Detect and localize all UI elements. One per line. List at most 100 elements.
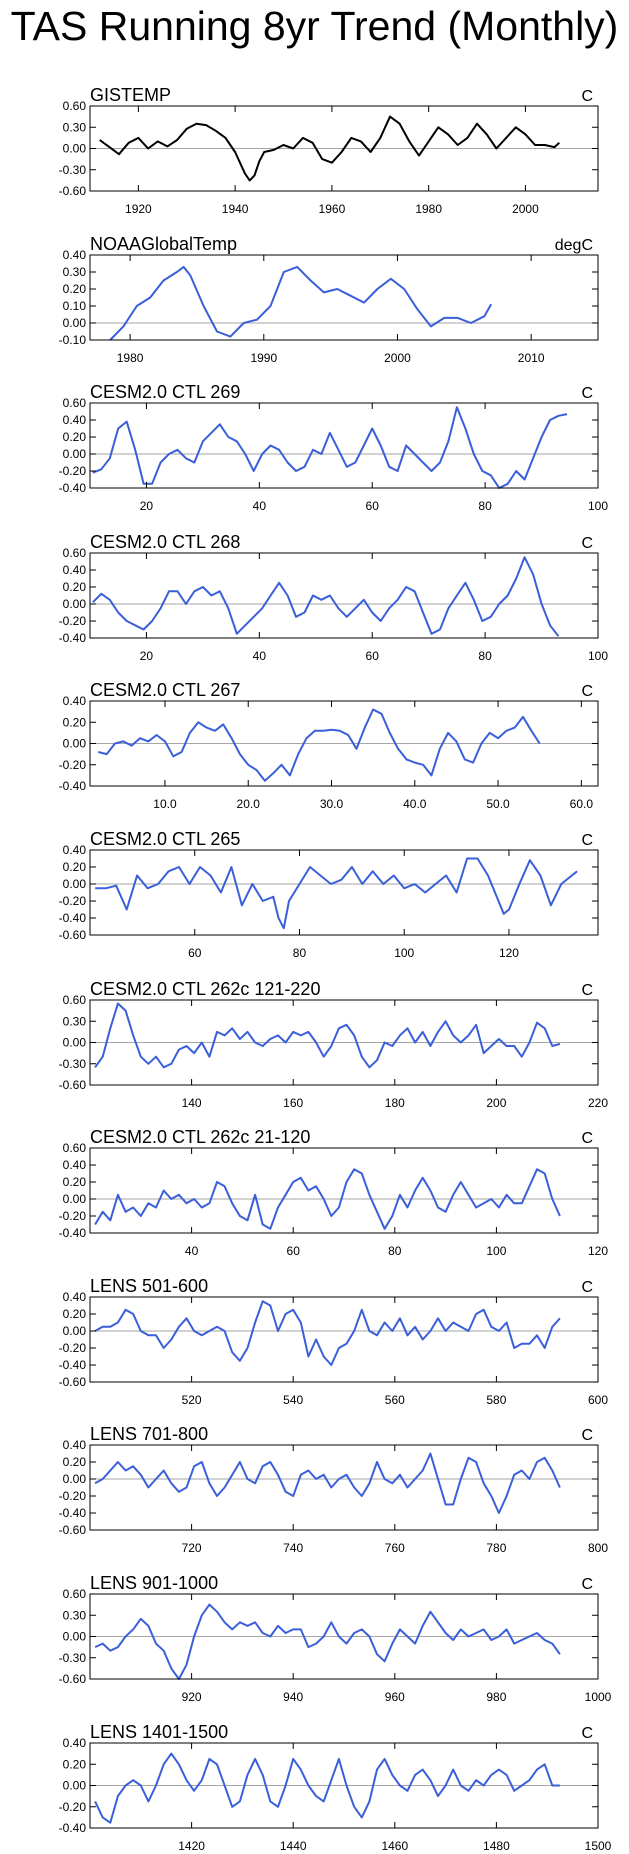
plot-frame [89, 849, 599, 936]
y-tick-label: 0.00 [63, 1472, 87, 1486]
y-tick-label: 0.20 [63, 1175, 87, 1189]
units-label: C [581, 1427, 593, 1444]
x-tick-label: 10.0 [153, 797, 177, 811]
x-tick-label: 60 [366, 499, 380, 513]
y-tick-label: 0.00 [63, 1630, 87, 1644]
y-tick-label: -0.60 [59, 1672, 87, 1686]
chart-panel: NOAAGlobalTemp degC -0.10 0.00 0.10 0.20 0.30 0… [59, 234, 599, 365]
y-tick-label: 0.40 [63, 563, 87, 577]
x-tick-label: 2000 [384, 351, 411, 365]
y-tick-label: -0.20 [59, 1341, 87, 1355]
x-tick-label: 1000 [585, 1690, 612, 1704]
y-tick-label: 0.30 [63, 1014, 87, 1028]
chart-panel: LENS 1401-1500 C -0.40 -0.20 0.00 0.20 0.40 142… [59, 1722, 612, 1853]
x-tick-label: 60 [366, 649, 380, 663]
chart-title: CESM2.0 CTL 265 [90, 829, 240, 849]
y-tick-label: 0.20 [63, 715, 87, 729]
chart-panel: LENS 701-800 C -0.60 -0.40 -0.20 0.00 0.20 0.40… [59, 1424, 609, 1555]
y-tick-label: -0.60 [59, 184, 87, 198]
y-tick-label: -0.40 [59, 1358, 87, 1372]
y-tick-label: -0.60 [59, 1523, 87, 1537]
y-tick-label: 0.30 [63, 120, 87, 134]
chart-panel: CESM2.0 CTL 268 C -0.40 -0.20 0.00 0.20 0.40 0.… [59, 532, 609, 663]
y-tick-label: 0.20 [63, 1455, 87, 1469]
series-line [98, 708, 541, 782]
x-tick-label: 940 [283, 1690, 303, 1704]
x-tick-label: 980 [486, 1690, 506, 1704]
x-tick-label: 80 [293, 946, 307, 960]
x-tick-label: 1460 [381, 1839, 408, 1853]
y-tick-label: 0.20 [63, 580, 87, 594]
y-tick-label: 0.00 [63, 142, 87, 156]
y-tick-label: 0.20 [63, 1757, 87, 1771]
chart-title: LENS 1401-1500 [90, 1722, 228, 1742]
x-tick-label: 1440 [280, 1839, 307, 1853]
x-tick-label: 60 [287, 1244, 301, 1258]
y-tick-label: -0.20 [59, 614, 87, 628]
units-label: C [581, 88, 593, 105]
x-tick-label: 1500 [585, 1839, 612, 1853]
y-tick-label: -0.40 [59, 1506, 87, 1520]
y-tick-label: 0.00 [63, 1324, 87, 1338]
units-label: C [581, 1279, 593, 1296]
plot-frame [89, 1296, 599, 1383]
y-tick-label: -0.40 [59, 911, 87, 925]
x-tick-label: 2000 [512, 202, 539, 216]
y-tick-label: 0.20 [63, 1307, 87, 1321]
x-tick-label: 540 [283, 1393, 303, 1407]
y-tick-label: -0.30 [59, 1651, 87, 1665]
chart-panel: CESM2.0 CTL 267 C -0.40 -0.20 0.00 0.20 0.40 10… [59, 680, 599, 811]
units-label: degC [555, 237, 593, 254]
x-tick-label: 60 [188, 946, 202, 960]
series-line [92, 406, 568, 489]
plot-frame [89, 254, 599, 341]
units-label: C [581, 535, 593, 552]
y-tick-label: 0.00 [63, 316, 87, 330]
y-tick-label: -0.40 [59, 779, 87, 793]
y-tick-label: 0.60 [63, 1141, 87, 1155]
x-tick-label: 920 [182, 1690, 202, 1704]
y-tick-label: 0.40 [63, 843, 87, 857]
chart-panel: LENS 901-1000 C -0.60 -0.30 0.00 0.30 0.60 920 9… [59, 1573, 612, 1704]
x-tick-label: 800 [588, 1541, 608, 1555]
x-tick-label: 20.0 [237, 797, 261, 811]
x-tick-label: 20 [140, 649, 154, 663]
y-tick-label: -0.40 [59, 1226, 87, 1240]
y-tick-label: -0.60 [59, 1375, 87, 1389]
plot-frame [89, 1444, 599, 1531]
y-tick-label: -0.20 [59, 1209, 87, 1223]
x-tick-label: 80 [478, 649, 492, 663]
chart-panel: CESM2.0 CTL 269 C -0.40 -0.20 0.00 0.20 0.40 0.… [59, 382, 609, 513]
page-title: TAS Running 8yr Trend (Monthly) [10, 3, 619, 49]
chart-title: LENS 501-600 [90, 1276, 208, 1296]
units-label: C [581, 1130, 593, 1147]
series-line [94, 1300, 561, 1366]
y-tick-label: 0.00 [63, 447, 87, 461]
x-tick-label: 100 [588, 499, 608, 513]
x-tick-label: 40.0 [403, 797, 427, 811]
x-tick-label: 1990 [250, 351, 277, 365]
y-tick-label: -0.20 [59, 1800, 87, 1814]
x-tick-label: 760 [385, 1541, 405, 1555]
series-line [94, 1168, 561, 1230]
chart-title: CESM2.0 CTL 269 [90, 382, 240, 402]
y-tick-label: 0.40 [63, 1438, 87, 1452]
x-tick-label: 160 [283, 1096, 303, 1110]
x-tick-label: 100 [588, 649, 608, 663]
x-tick-label: 720 [182, 1541, 202, 1555]
units-label: C [581, 1576, 593, 1593]
units-label: C [581, 982, 593, 999]
y-tick-label: 0.10 [63, 299, 87, 313]
x-tick-label: 50.0 [486, 797, 510, 811]
plot-frame [89, 552, 599, 639]
x-tick-label: 1940 [222, 202, 249, 216]
y-tick-label: 0.20 [63, 282, 87, 296]
x-tick-label: 40 [253, 649, 267, 663]
y-tick-label: 0.00 [63, 737, 87, 751]
y-tick-label: 0.60 [63, 546, 87, 560]
x-tick-label: 220 [588, 1096, 608, 1110]
x-tick-label: 1980 [117, 351, 144, 365]
x-tick-label: 600 [588, 1393, 608, 1407]
x-tick-label: 1920 [125, 202, 152, 216]
y-tick-label: -0.30 [59, 163, 87, 177]
